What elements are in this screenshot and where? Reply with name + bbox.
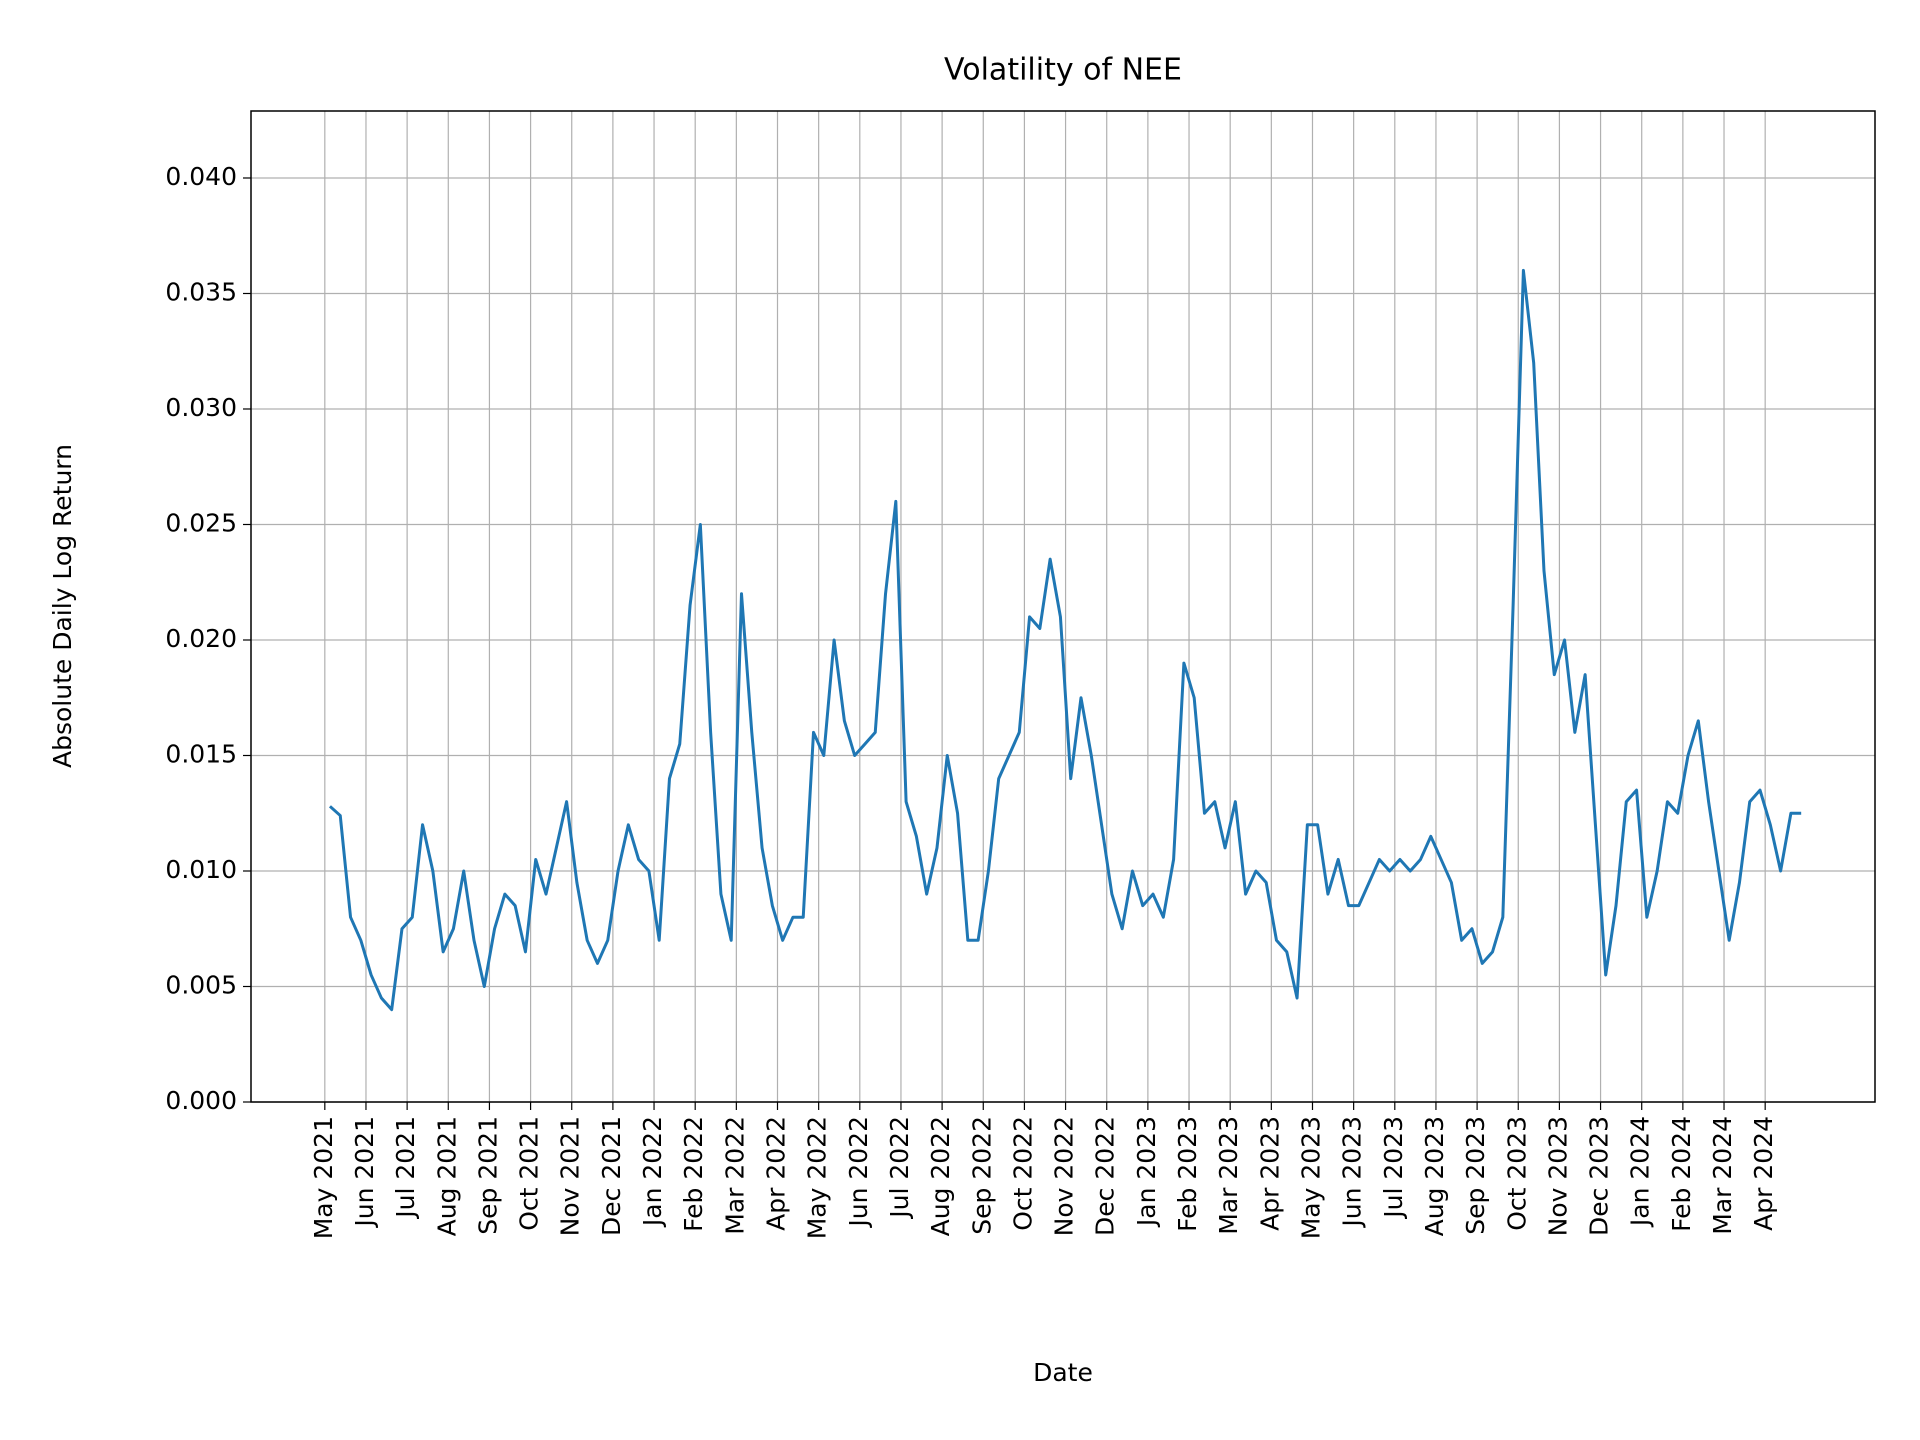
x-tick-label: Feb 2024 xyxy=(1667,1116,1696,1232)
y-tick-label: 0.010 xyxy=(165,855,237,884)
x-tick-label: Jun 2023 xyxy=(1338,1116,1367,1229)
x-tick-label: Feb 2022 xyxy=(679,1116,708,1232)
chart-title: Volatility of NEE xyxy=(944,53,1182,88)
x-tick-label: Jun 2022 xyxy=(844,1116,873,1229)
x-tick-label: May 2023 xyxy=(1296,1116,1325,1239)
x-tick-label: Jan 2022 xyxy=(638,1116,667,1228)
x-tick-label: Mar 2022 xyxy=(720,1116,749,1235)
x-tick-label: Mar 2023 xyxy=(1214,1116,1243,1235)
x-tick-label: Jan 2023 xyxy=(1132,1116,1161,1228)
y-tick-label: 0.035 xyxy=(165,277,237,306)
y-tick-label: 0.025 xyxy=(165,508,237,537)
x-tick-label: Sep 2021 xyxy=(473,1116,502,1235)
x-tick-label: May 2022 xyxy=(803,1116,832,1239)
y-tick-label: 0.040 xyxy=(165,162,237,191)
x-tick-label: Jul 2022 xyxy=(885,1116,914,1220)
x-tick-label: Apr 2024 xyxy=(1749,1116,1778,1231)
y-tick-label: 0.005 xyxy=(165,970,237,999)
x-tick-label: Nov 2021 xyxy=(556,1116,585,1236)
x-tick-label: Apr 2023 xyxy=(1255,1116,1284,1231)
plot-frame xyxy=(250,110,1876,1103)
x-tick-label: Nov 2022 xyxy=(1050,1116,1079,1236)
x-tick-label: Dec 2023 xyxy=(1585,1116,1614,1236)
y-tick-label: 0.000 xyxy=(165,1086,237,1115)
x-axis-label: Date xyxy=(1033,1358,1093,1387)
x-tick-label: Oct 2023 xyxy=(1502,1116,1531,1231)
x-tick-label: Dec 2022 xyxy=(1091,1116,1120,1236)
data-line xyxy=(328,268,1802,1012)
y-tick-label: 0.030 xyxy=(165,393,237,422)
x-tick-label: Dec 2021 xyxy=(597,1116,626,1236)
x-tick-label: May 2021 xyxy=(309,1116,338,1239)
x-tick-label: Oct 2022 xyxy=(1008,1116,1037,1231)
x-tick-label: Nov 2023 xyxy=(1543,1116,1572,1236)
x-tick-label: Aug 2022 xyxy=(926,1116,955,1236)
x-tick-label: Jan 2024 xyxy=(1626,1116,1655,1228)
x-tick-label: Sep 2023 xyxy=(1461,1116,1490,1235)
x-tick-label: Jul 2023 xyxy=(1379,1116,1408,1220)
x-tick-label: Oct 2021 xyxy=(515,1116,544,1231)
y-tick-label: 0.015 xyxy=(165,739,237,768)
y-axis-label: Absolute Daily Log Return xyxy=(48,444,77,768)
x-tick-label: Sep 2022 xyxy=(967,1116,996,1235)
x-tick-label: Aug 2021 xyxy=(432,1116,461,1236)
x-tick-label: Mar 2024 xyxy=(1708,1116,1737,1235)
x-tick-label: Jun 2021 xyxy=(350,1116,379,1229)
y-tick-label: 0.020 xyxy=(165,624,237,653)
x-tick-label: Aug 2023 xyxy=(1420,1116,1449,1236)
x-tick-label: Jul 2021 xyxy=(391,1116,420,1220)
x-tick-label: Apr 2022 xyxy=(762,1116,791,1231)
x-tick-label: Feb 2023 xyxy=(1173,1116,1202,1232)
